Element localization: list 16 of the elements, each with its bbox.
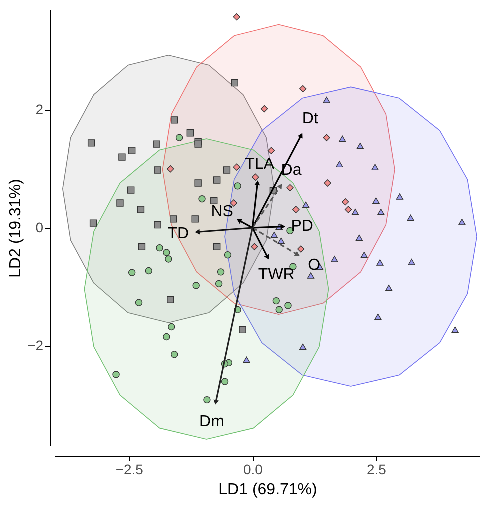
- series-label: TLA: [245, 156, 275, 173]
- x-tick-label: −2.5: [116, 462, 144, 478]
- series-label: Dm: [200, 413, 224, 430]
- series-label: Dt: [302, 110, 319, 128]
- series-label: TWR: [258, 266, 295, 284]
- y-tick-label: 2: [36, 102, 44, 118]
- x-tick-label: 0.0: [243, 462, 264, 478]
- y-axis-title: LD2 (19.31%): [8, 179, 25, 278]
- series-label: NS: [211, 203, 234, 220]
- series-label: O: [308, 256, 321, 274]
- y-tick-label: −2: [28, 337, 44, 354]
- x-tick-label: 2.5: [366, 462, 387, 478]
- series-label: PD: [291, 218, 314, 236]
- x-axis-title: LD1 (69.71%): [218, 482, 318, 498]
- series-label: TD: [168, 226, 190, 243]
- y-tick-label: 0: [36, 220, 44, 236]
